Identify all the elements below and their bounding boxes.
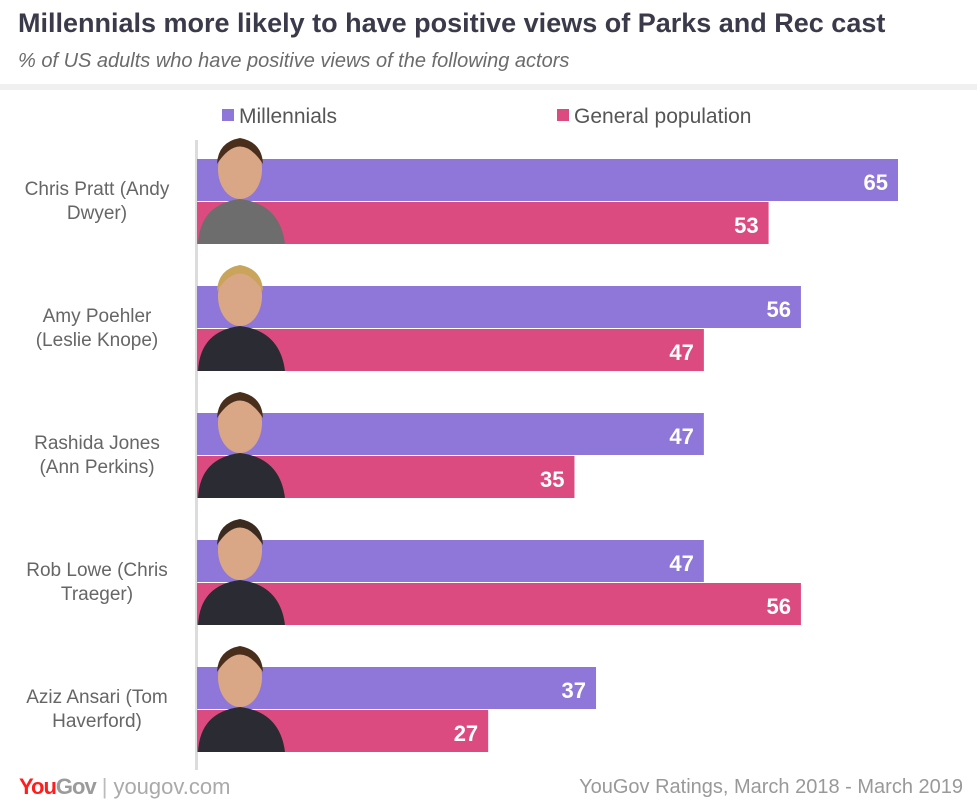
bar-millennials-3 <box>197 540 704 582</box>
footer-url[interactable]: yougov.com <box>113 774 231 799</box>
data-label: 37 <box>562 678 586 703</box>
bar-general-0 <box>197 202 769 244</box>
yougov-logo: YouGov <box>19 774 97 799</box>
chart-title: Millennials more likely to have positive… <box>18 8 886 38</box>
category-label: Amy Poehler <box>43 306 152 327</box>
actor-photo-icon <box>198 265 285 371</box>
data-label: 47 <box>669 424 693 449</box>
chart-subtitle: % of US adults who have positive views o… <box>18 50 570 72</box>
bar-millennials-2 <box>197 413 704 455</box>
footer-source: YouGov Ratings, March 2018 - March 2019 <box>579 776 963 798</box>
legend-label-0: Millennials <box>239 105 337 128</box>
actor-photo-icon <box>198 646 285 752</box>
category-label: Chris Pratt (Andy <box>25 179 170 200</box>
actor-photo-icon <box>198 392 285 498</box>
y-axis-line <box>195 140 198 770</box>
category-label: Haverford) <box>52 711 142 732</box>
bar-millennials-0 <box>197 159 898 201</box>
footer-brand: YouGov | yougov.com <box>19 774 231 799</box>
category-label: (Leslie Knope) <box>36 330 159 351</box>
actor-photo-icon <box>198 519 285 625</box>
category-label: (Ann Perkins) <box>39 457 154 478</box>
data-label: 47 <box>669 340 693 365</box>
data-label: 56 <box>766 594 790 619</box>
bar-general-3 <box>197 583 801 625</box>
category-label: Dwyer) <box>67 203 127 224</box>
data-label: 27 <box>454 721 478 746</box>
legend-swatch-1 <box>557 109 569 121</box>
category-label: Rob Lowe (Chris <box>26 560 168 581</box>
category-label: Traeger) <box>61 584 133 605</box>
actor-photo-icon <box>198 138 285 244</box>
data-label: 65 <box>864 170 888 195</box>
data-label: 53 <box>734 213 758 238</box>
category-label: Aziz Ansari (Tom <box>26 687 167 708</box>
bar-millennials-4 <box>197 667 597 709</box>
legend-label-1: General population <box>574 105 751 128</box>
legend-swatch-0 <box>222 109 234 121</box>
data-label: 47 <box>669 551 693 576</box>
category-label: Rashida Jones <box>34 433 160 454</box>
header-divider <box>0 84 977 90</box>
bar-millennials-1 <box>197 286 801 328</box>
data-label: 35 <box>540 467 564 492</box>
data-label: 56 <box>766 297 790 322</box>
